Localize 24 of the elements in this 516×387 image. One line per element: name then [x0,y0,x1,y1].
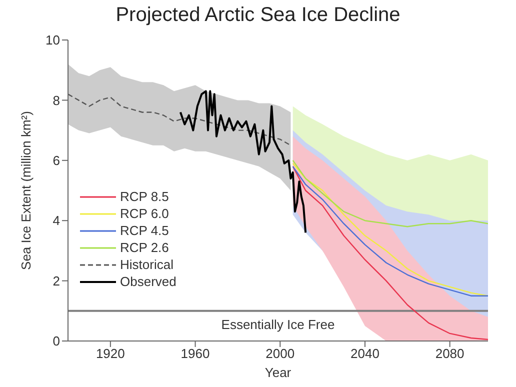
line-series [68,94,292,146]
y-tick-label: 6 [52,153,60,168]
line-series [179,90,307,234]
legend-label: RCP 8.5 [120,188,169,205]
x-tick-label: 1960 [180,346,210,362]
y-tick-label: 0 [52,334,60,349]
x-axis-title: Year [264,365,292,380]
y-tick-label: 10 [46,32,60,48]
x-tick-label: 2040 [350,346,380,362]
x-tick-label: 2000 [266,346,295,362]
y-tick-label: 2 [52,273,60,288]
legend-label: RCP 2.6 [120,239,169,256]
y-tick-label: 4 [52,213,60,228]
legend-label: RCP 4.5 [120,222,169,239]
chart-title: Projected Arctic Sea Ice Decline [114,3,402,28]
ref-line-label: Essentially Ice Free [221,316,335,332]
y-tick-label: 8 [52,92,60,108]
legend-label: Historical [120,256,174,273]
line-series [292,160,488,228]
x-tick-label: 2080 [435,346,464,362]
legend-label: RCP 6.0 [120,205,169,222]
x-tick-label: 1920 [96,346,125,362]
legend-label: Observed [120,273,176,290]
y-axis-title: Sea Ice Extent (million km²) [18,111,34,270]
